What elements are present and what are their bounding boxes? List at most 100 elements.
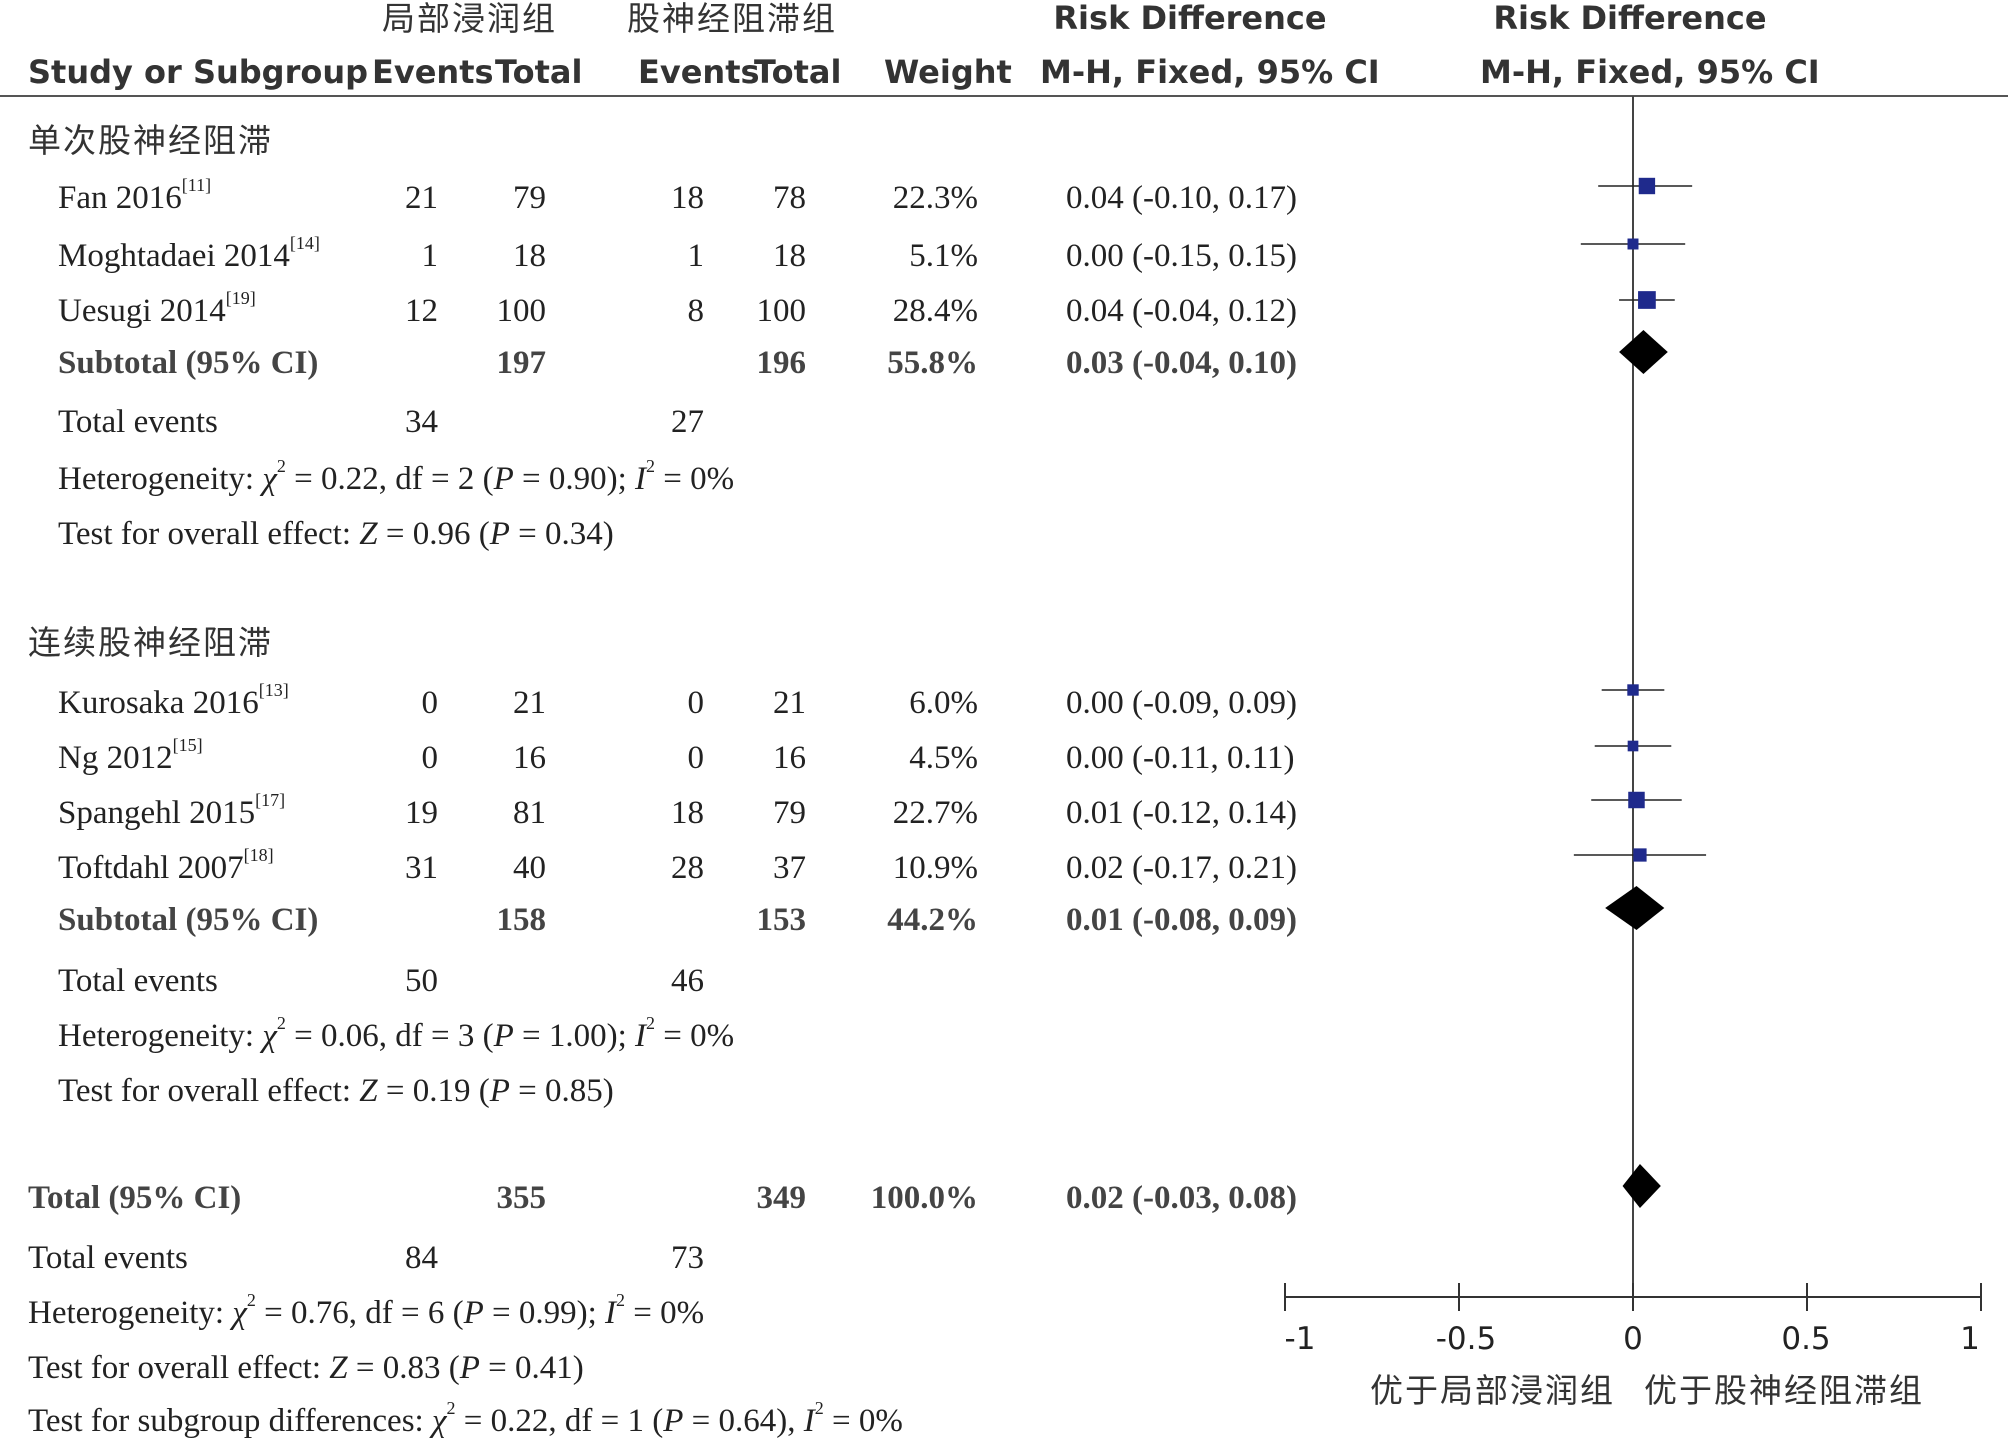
total2-cell: 21 xyxy=(773,685,806,721)
total1-cell: 16 xyxy=(513,740,546,776)
events2-cell: 1 xyxy=(687,238,705,274)
study-name: Spangehl 2015[17] xyxy=(58,790,286,831)
events1-cell: 31 xyxy=(405,850,438,886)
favours-right-label: 优于股神经阻滞组 xyxy=(1644,1371,1924,1410)
subtotal-total2: 196 xyxy=(756,345,807,381)
study-point-estimate xyxy=(1627,740,1639,752)
study-point-estimate xyxy=(1638,177,1656,195)
study-name: Kurosaka 2016[13] xyxy=(58,680,289,721)
subtotal-ci: 0.03 (-0.04, 0.10) xyxy=(1066,345,1297,381)
events1-cell: 0 xyxy=(421,685,439,721)
total-events2: 73 xyxy=(671,1240,704,1276)
total1-cell: 40 xyxy=(513,850,546,886)
x-tick-label: 0 xyxy=(1623,1321,1643,1357)
total-events1: 84 xyxy=(405,1240,438,1276)
study-point-estimate xyxy=(1633,848,1647,862)
events2-cell: 18 xyxy=(671,795,704,831)
total2-cell: 100 xyxy=(756,293,807,329)
total-events-label: Total events xyxy=(58,404,218,440)
events2-cell: 0 xyxy=(687,685,705,721)
total-ci: 0.02 (-0.03, 0.08) xyxy=(1066,1180,1297,1216)
events2-cell: 8 xyxy=(687,293,705,329)
weight-header: Weight xyxy=(884,53,1012,91)
group1-header: 局部浸润组 xyxy=(382,0,557,38)
subtotal-ci: 0.01 (-0.08, 0.09) xyxy=(1066,902,1297,938)
total1-cell: 81 xyxy=(513,795,546,831)
subtotal-label: Subtotal (95% CI) xyxy=(58,902,319,938)
x-tick-label: 1 xyxy=(1960,1321,1980,1357)
subtotal-total1: 197 xyxy=(496,345,547,381)
x-tick-label: 0.5 xyxy=(1781,1321,1831,1357)
favours-left-label: 优于局部浸润组 xyxy=(1370,1371,1615,1410)
events1-cell: 12 xyxy=(405,293,438,329)
subtotal-weight: 55.8% xyxy=(887,345,978,381)
rd-title-plot: Risk Difference xyxy=(1493,0,1767,37)
events1-cell: 19 xyxy=(405,795,438,831)
study-point-estimate xyxy=(1628,791,1645,809)
study-column-header: Study or Subgroup xyxy=(28,53,369,91)
total-events2: 27 xyxy=(671,404,704,440)
rd-title-table: Risk Difference xyxy=(1053,0,1327,37)
overall-effect-stat: Test for overall effect: Z = 0.19 (P = 0… xyxy=(58,1073,614,1109)
total-weight: 100.0% xyxy=(870,1180,978,1216)
total1-header: Total xyxy=(495,53,583,91)
total1-cell: 100 xyxy=(496,293,547,329)
weight-cell: 10.9% xyxy=(892,850,978,886)
total2-cell: 37 xyxy=(773,850,806,886)
events2-cell: 18 xyxy=(671,180,704,216)
total2-cell: 16 xyxy=(773,740,806,776)
total2-cell: 79 xyxy=(773,795,806,831)
pooled-estimate-diamond xyxy=(1622,1164,1661,1208)
events1-cell: 0 xyxy=(421,740,439,776)
subtotal-total2: 153 xyxy=(756,902,807,938)
events1-header: Events xyxy=(372,53,494,91)
pooled-estimate-diamond xyxy=(1605,886,1665,930)
subgroup-title: 连续股神经阻滞 xyxy=(28,623,273,662)
study-point-estimate xyxy=(1627,238,1639,250)
weight-cell: 5.1% xyxy=(909,238,978,274)
total2-cell: 78 xyxy=(773,180,806,216)
subgroup-title: 单次股神经阻滞 xyxy=(28,121,273,160)
group2-header: 股神经阻滞组 xyxy=(627,0,837,38)
ci-cell: 0.04 (-0.10, 0.17) xyxy=(1066,180,1297,216)
events2-cell: 28 xyxy=(671,850,704,886)
study-point-estimate xyxy=(1627,684,1639,696)
method-header-plot: M-H, Fixed, 95% CI xyxy=(1480,53,1820,91)
study-name: Fan 2016[11] xyxy=(58,175,212,216)
total-total1: 355 xyxy=(496,1180,547,1216)
total-heterogeneity-stat: Heterogeneity: χ2 = 0.76, df = 6 (P = 0.… xyxy=(28,1290,705,1331)
study-point-estimate xyxy=(1638,291,1656,309)
total2-header: Total xyxy=(754,53,842,91)
total-overall-effect-stat: Test for overall effect: Z = 0.83 (P = 0… xyxy=(28,1350,584,1386)
subtotal-weight: 44.2% xyxy=(887,902,978,938)
total-label: Total (95% CI) xyxy=(28,1180,242,1216)
ci-cell: 0.02 (-0.17, 0.21) xyxy=(1066,850,1297,886)
pooled-estimate-diamond xyxy=(1619,330,1668,374)
events2-header: Events xyxy=(638,53,760,91)
x-tick-label: -0.5 xyxy=(1435,1321,1497,1357)
weight-cell: 4.5% xyxy=(909,740,978,776)
weight-cell: 22.3% xyxy=(892,180,978,216)
total-events2: 46 xyxy=(671,963,704,999)
study-name: Toftdahl 2007[18] xyxy=(58,845,274,886)
heterogeneity-stat: Heterogeneity: χ2 = 0.06, df = 3 (P = 1.… xyxy=(58,1013,735,1054)
total1-cell: 21 xyxy=(513,685,546,721)
ci-cell: 0.01 (-0.12, 0.14) xyxy=(1066,795,1297,831)
events2-cell: 0 xyxy=(687,740,705,776)
events1-cell: 1 xyxy=(421,238,439,274)
ci-cell: 0.00 (-0.11, 0.11) xyxy=(1066,740,1295,776)
study-name: Ng 2012[15] xyxy=(58,735,203,776)
study-name: Moghtadaei 2014[14] xyxy=(58,233,320,274)
weight-cell: 28.4% xyxy=(892,293,978,329)
total-events-label: Total events xyxy=(58,963,218,999)
overall-effect-stat: Test for overall effect: Z = 0.96 (P = 0… xyxy=(58,516,614,552)
total-total2: 349 xyxy=(756,1180,807,1216)
ci-cell: 0.00 (-0.15, 0.15) xyxy=(1066,238,1297,274)
subtotal-total1: 158 xyxy=(496,902,547,938)
total2-cell: 18 xyxy=(773,238,806,274)
total1-cell: 79 xyxy=(513,180,546,216)
events1-cell: 21 xyxy=(405,180,438,216)
heterogeneity-stat: Heterogeneity: χ2 = 0.22, df = 2 (P = 0.… xyxy=(58,456,735,497)
